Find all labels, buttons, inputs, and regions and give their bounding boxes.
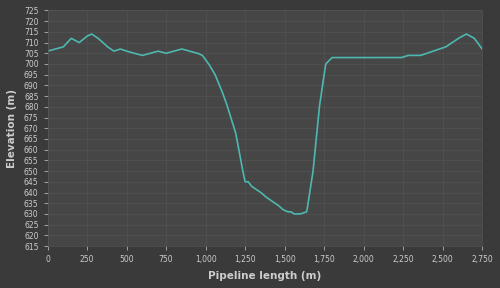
X-axis label: Pipeline length (m): Pipeline length (m) (208, 271, 322, 281)
Y-axis label: Elevation (m): Elevation (m) (7, 89, 17, 168)
